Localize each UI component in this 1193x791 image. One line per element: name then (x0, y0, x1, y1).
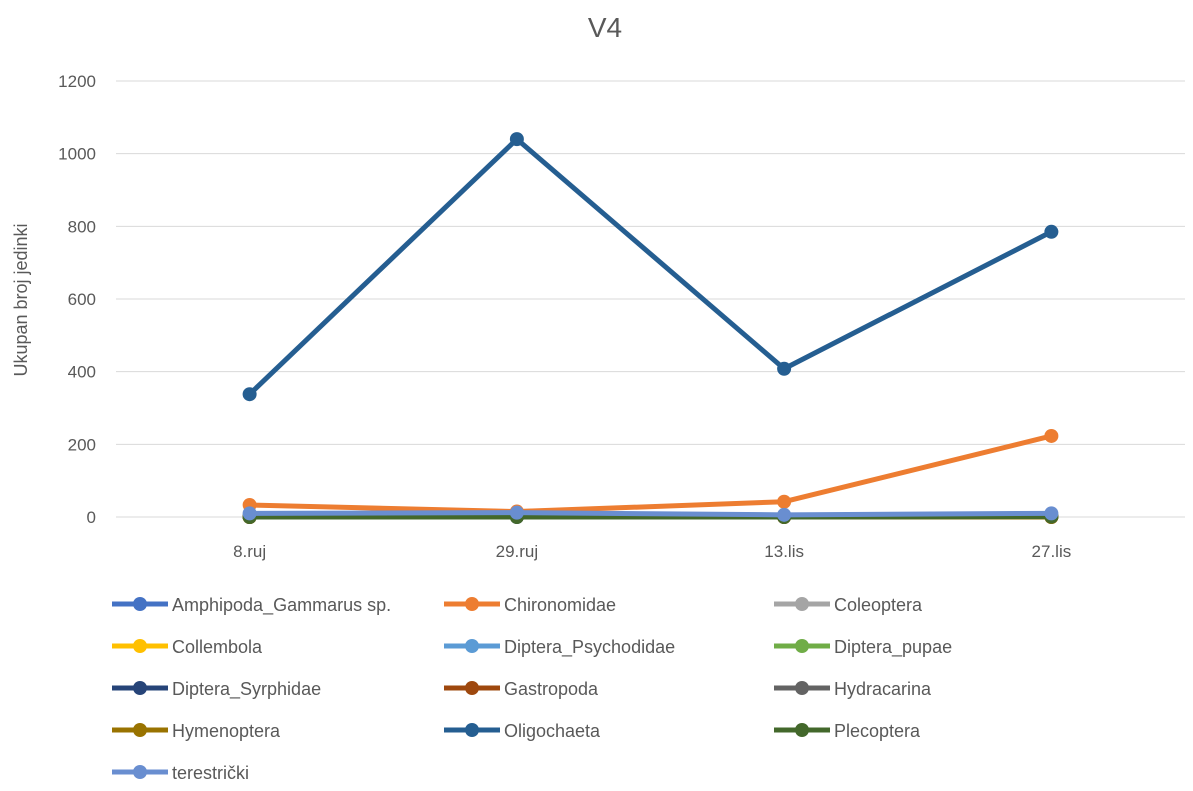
data-point (777, 362, 791, 376)
y-tick-label: 600 (68, 290, 96, 309)
legend-marker-icon (465, 681, 479, 695)
legend-item: Coleoptera (774, 595, 923, 615)
y-tick-label: 800 (68, 217, 96, 236)
y-tick-label: 200 (68, 435, 96, 454)
data-point (1044, 429, 1058, 443)
legend-label: Hydracarina (834, 679, 932, 699)
legend-label: Chironomidae (504, 595, 616, 615)
legend-item: Collembola (112, 637, 263, 657)
legend-marker-icon (795, 723, 809, 737)
legend-marker-icon (133, 765, 147, 779)
series-lines (243, 132, 1059, 524)
gridlines (116, 81, 1185, 517)
legend-label: Hymenoptera (172, 721, 281, 741)
chart-title: V4 (588, 12, 622, 43)
legend-marker-icon (133, 639, 147, 653)
y-axis-ticks: 0 200 400 600 800 1000 1200 (58, 72, 96, 527)
series (243, 429, 1059, 519)
legend-item: Diptera_pupae (774, 637, 952, 658)
legend-marker-icon (795, 597, 809, 611)
legend-item: Diptera_Psychodidae (444, 637, 675, 658)
legend-label: Plecoptera (834, 721, 921, 741)
legend-marker-icon (133, 681, 147, 695)
legend-item: Gastropoda (444, 679, 599, 699)
series-line (250, 513, 1052, 515)
data-point (243, 506, 257, 520)
data-point (1044, 225, 1058, 239)
legend-marker-icon (795, 681, 809, 695)
y-tick-label: 400 (68, 363, 96, 382)
data-point (510, 132, 524, 146)
legend-marker-icon (465, 639, 479, 653)
legend-label: Amphipoda_Gammarus sp. (172, 595, 391, 616)
legend-label: Collembola (172, 637, 263, 657)
legend-item: Amphipoda_Gammarus sp. (112, 595, 391, 616)
legend-label: Gastropoda (504, 679, 599, 699)
legend-marker-icon (465, 723, 479, 737)
data-point (510, 506, 524, 520)
data-point (1044, 506, 1058, 520)
legend-item: terestrički (112, 763, 249, 783)
series-line (250, 436, 1052, 512)
x-tick-label: 27.lis (1032, 542, 1072, 561)
legend-item: Plecoptera (774, 721, 921, 741)
x-axis-ticks: 8.ruj 29.ruj 13.lis 27.lis (233, 542, 1071, 561)
legend-item: Chironomidae (444, 595, 616, 615)
legend-marker-icon (795, 639, 809, 653)
legend-label: Diptera_pupae (834, 637, 952, 658)
series-line (250, 139, 1052, 394)
legend-marker-icon (133, 723, 147, 737)
legend: Amphipoda_Gammarus sp. Chironomidae Coleop… (112, 595, 952, 783)
legend-item: Diptera_Syrphidae (112, 679, 321, 700)
legend-marker-icon (133, 597, 147, 611)
y-axis-label: Ukupan broj jedinki (11, 223, 31, 376)
legend-item: Hydracarina (774, 679, 932, 699)
y-tick-label: 1000 (58, 145, 96, 164)
x-tick-label: 8.ruj (233, 542, 266, 561)
legend-label: terestrički (172, 763, 249, 783)
legend-label: Oligochaeta (504, 721, 601, 741)
x-tick-label: 29.ruj (496, 542, 539, 561)
data-point (777, 508, 791, 522)
data-point (243, 387, 257, 401)
x-tick-label: 13.lis (764, 542, 804, 561)
legend-item: Hymenoptera (112, 721, 281, 741)
legend-label: Coleoptera (834, 595, 923, 615)
legend-marker-icon (465, 597, 479, 611)
data-point (777, 495, 791, 509)
y-tick-label: 1200 (58, 72, 96, 91)
legend-label: Diptera_Syrphidae (172, 679, 321, 700)
legend-label: Diptera_Psychodidae (504, 637, 675, 658)
series (243, 132, 1059, 401)
legend-item: Oligochaeta (444, 721, 601, 741)
y-tick-label: 0 (87, 508, 96, 527)
